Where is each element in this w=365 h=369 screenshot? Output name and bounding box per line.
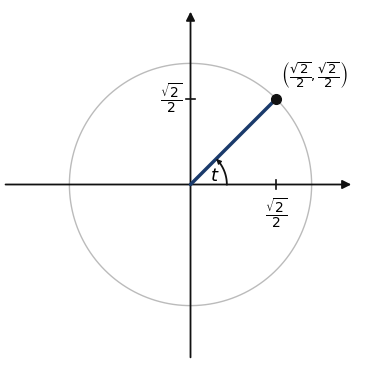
- Text: $t$: $t$: [210, 167, 219, 185]
- Text: $\dfrac{\sqrt{2}}{2}$: $\dfrac{\sqrt{2}}{2}$: [265, 197, 287, 230]
- Text: $\left(\dfrac{\sqrt{2}}{2}, \dfrac{\sqrt{2}}{2}\right)$: $\left(\dfrac{\sqrt{2}}{2}, \dfrac{\sqrt…: [281, 61, 348, 90]
- Text: $\dfrac{\sqrt{2}}{2}$: $\dfrac{\sqrt{2}}{2}$: [160, 82, 182, 115]
